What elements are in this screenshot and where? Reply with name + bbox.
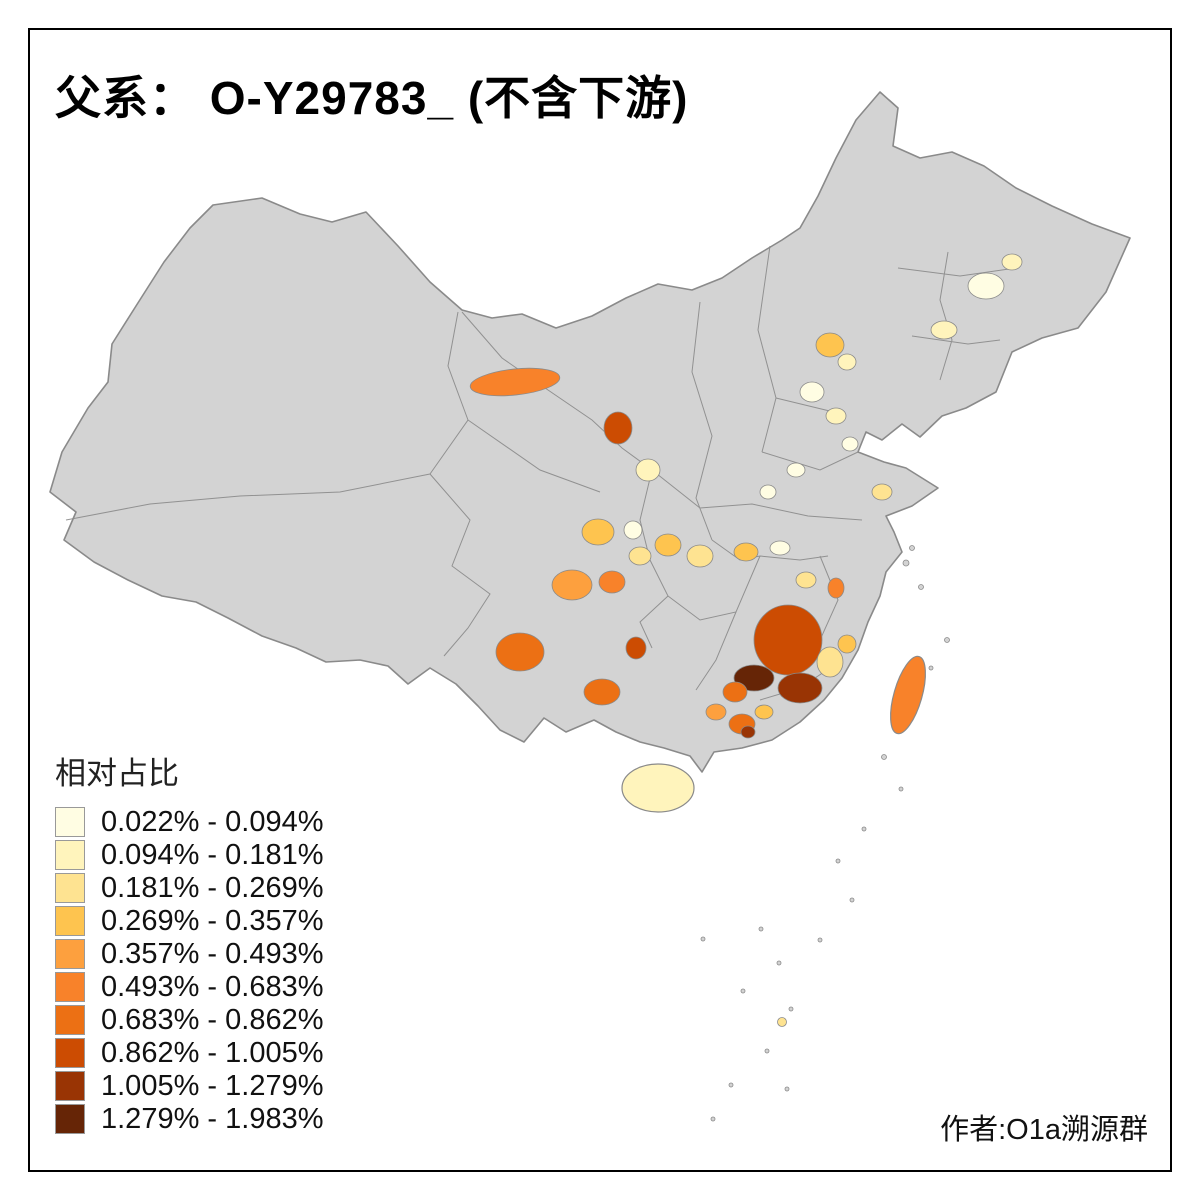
map-region — [623, 520, 643, 540]
map-region — [799, 381, 825, 403]
map-region — [654, 533, 682, 557]
map-region — [837, 353, 857, 371]
legend-range-label: 0.683% - 0.862% — [101, 1003, 324, 1036]
map-region — [740, 725, 756, 739]
map-region — [733, 664, 775, 692]
legend-item: 0.683% - 0.862% — [55, 1003, 324, 1036]
legend-color-swatch — [55, 972, 85, 1002]
legend-item: 0.493% - 0.683% — [55, 970, 324, 1003]
author-credit: 作者:O1a溯源群 — [940, 1114, 1148, 1146]
map-region — [495, 632, 545, 672]
map-region — [816, 646, 844, 678]
map-region — [705, 703, 727, 721]
legend-color-swatch — [55, 840, 85, 870]
legend-color-swatch — [55, 1071, 85, 1101]
legend-item: 0.862% - 1.005% — [55, 1036, 324, 1069]
map-region — [786, 462, 806, 478]
small-islands — [700, 545, 950, 1122]
map-region — [583, 678, 621, 706]
mainland-outline — [49, 91, 1131, 773]
province-borders — [65, 245, 1017, 701]
legend-range-label: 0.094% - 0.181% — [101, 838, 324, 871]
legend-title: 相对占比 — [55, 756, 179, 791]
map-region — [871, 483, 893, 501]
taiwan-island — [890, 655, 926, 735]
legend-color-swatch — [55, 873, 85, 903]
map-region — [598, 570, 626, 594]
legend-color-swatch — [55, 906, 85, 936]
map-region — [581, 518, 615, 546]
legend-item: 0.181% - 0.269% — [55, 871, 324, 904]
map-region — [635, 458, 661, 482]
map-region — [827, 577, 845, 599]
legend-color-swatch — [55, 807, 85, 837]
map-region — [686, 544, 714, 568]
legend-item: 0.269% - 0.357% — [55, 904, 324, 937]
map-region — [777, 672, 823, 704]
map-region — [469, 367, 561, 397]
legend-range-label: 0.357% - 0.493% — [101, 937, 324, 970]
legend-range-label: 0.022% - 0.094% — [101, 805, 324, 838]
colored-regions — [469, 253, 1023, 739]
map-region — [837, 634, 857, 654]
map-region — [930, 320, 958, 340]
legend-color-swatch — [55, 1104, 85, 1134]
legend-range-label: 0.181% - 0.269% — [101, 871, 324, 904]
legend-range-label: 1.279% - 1.983% — [101, 1102, 324, 1135]
legend-item: 1.005% - 1.279% — [55, 1069, 324, 1102]
map-region — [722, 681, 748, 703]
legend-item: 1.279% - 1.983% — [55, 1102, 324, 1135]
legend-color-swatch — [55, 939, 85, 969]
map-region — [967, 272, 1005, 300]
map-region — [551, 569, 593, 601]
map-region — [1001, 253, 1023, 271]
legend-item: 0.022% - 0.094% — [55, 805, 324, 838]
page-title: 父系： O-Y29783_ (不含下游) — [55, 72, 689, 124]
map-region — [733, 542, 759, 562]
legend-item: 0.357% - 0.493% — [55, 937, 324, 970]
map-region — [759, 484, 777, 500]
map-region — [795, 571, 817, 589]
map-region — [841, 436, 859, 452]
map-region — [628, 546, 652, 566]
legend-range-label: 0.493% - 0.683% — [101, 970, 324, 1003]
map-region — [753, 604, 823, 676]
map-region — [825, 407, 847, 425]
legend: 相对占比 0.022% - 0.094% 0.094% - 0.181% 0.1… — [55, 748, 323, 1137]
legend-color-swatch — [55, 1005, 85, 1035]
map-region — [754, 704, 774, 720]
legend-range-label: 0.862% - 1.005% — [101, 1036, 324, 1069]
legend-item: 0.094% - 0.181% — [55, 838, 324, 871]
map-region — [769, 540, 791, 556]
legend-range-label: 0.269% - 0.357% — [101, 904, 324, 937]
south-sea-colored-island — [777, 1017, 787, 1027]
map-region — [603, 411, 633, 445]
legend-color-swatch — [55, 1038, 85, 1068]
legend-range-label: 1.005% - 1.279% — [101, 1069, 324, 1102]
map-region — [815, 332, 845, 358]
map-region — [625, 636, 647, 660]
hainan-island — [621, 763, 695, 813]
